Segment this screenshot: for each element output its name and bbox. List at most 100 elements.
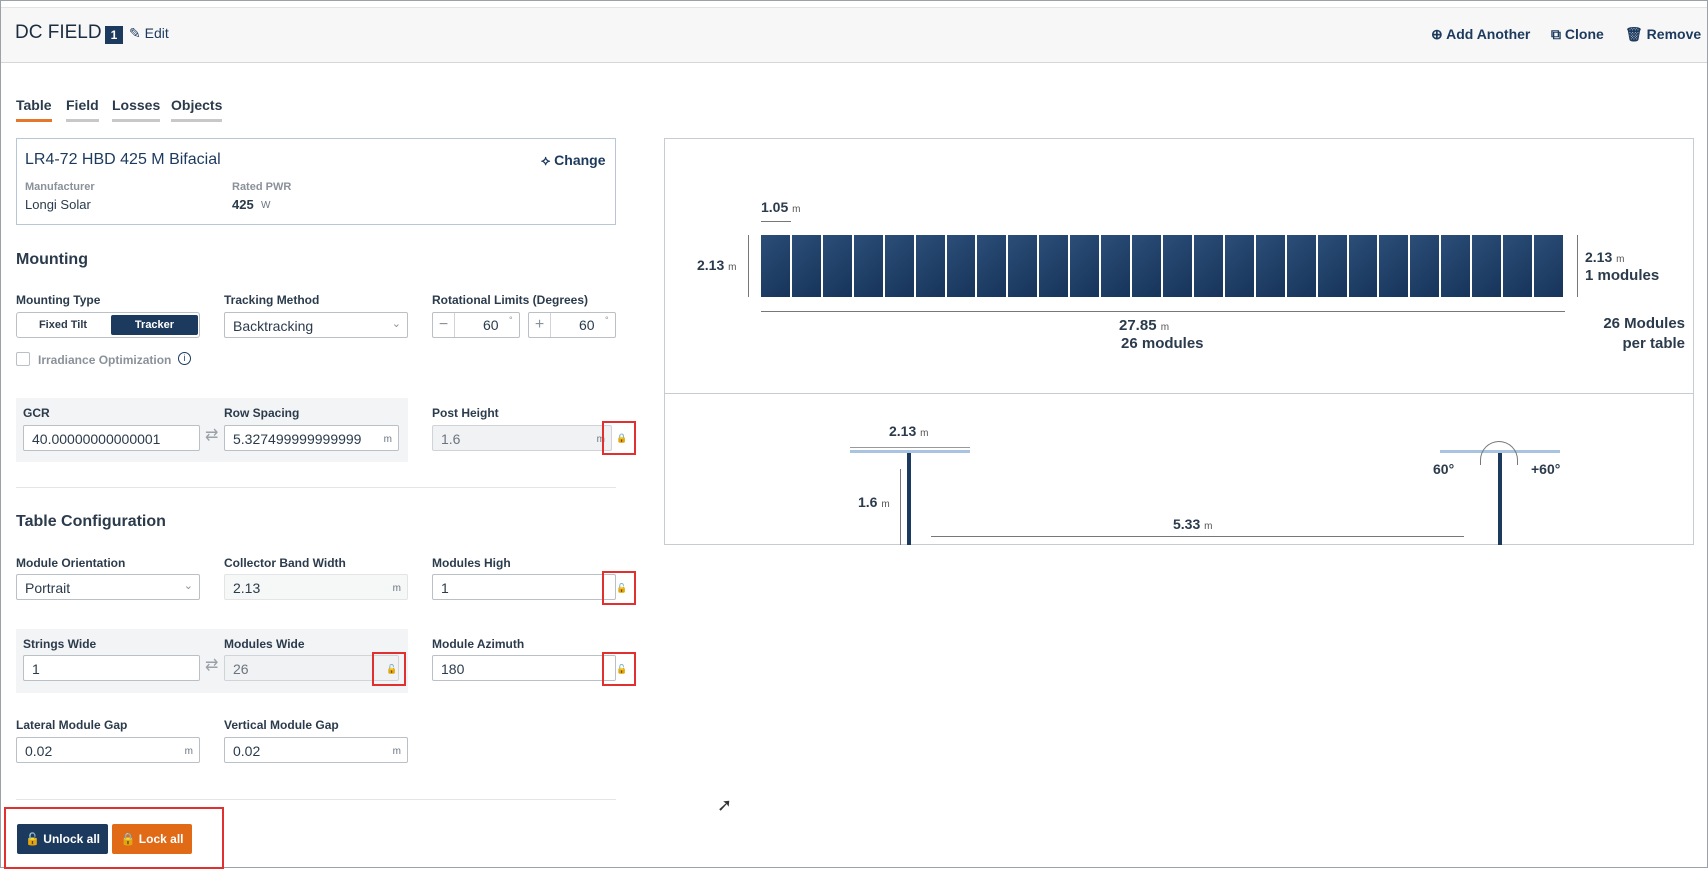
module-cell (1286, 235, 1316, 297)
module-cell (1070, 235, 1100, 297)
minus-icon[interactable]: − (433, 313, 455, 337)
irradiance-checkbox[interactable] (16, 352, 30, 366)
height-left-label: 2.13 m (697, 257, 736, 273)
info-icon[interactable]: i (178, 352, 191, 365)
module-cell (977, 235, 1007, 297)
lock-all-button[interactable]: 🔒 Lock all (112, 824, 192, 854)
swap-icon: ⟡ (541, 152, 551, 168)
tab-field[interactable]: Field (66, 97, 99, 122)
post-height-input[interactable]: 1.6 m (432, 425, 612, 451)
unlock-icon: 🔓 (616, 583, 628, 593)
length-label: 27.85 m (1119, 317, 1169, 334)
post-height-diagram-value: 1.6 (858, 494, 878, 510)
gcr-input[interactable]: 40.00000000000001 (23, 425, 200, 451)
plus-icon[interactable]: + (529, 313, 551, 337)
module-cell (791, 235, 821, 297)
module-azimuth-label: Module Azimuth (432, 637, 525, 651)
unit-m: m (881, 499, 890, 510)
collector-band-width-input: 2.13 m (224, 574, 408, 600)
add-another-button[interactable]: ⊕ Add Another (1431, 26, 1530, 43)
row-spacing-dimension (931, 536, 1464, 537)
strings-wide-label: Strings Wide (23, 637, 97, 651)
right-post (1498, 453, 1502, 545)
height-right-label: 2.13 m (1585, 249, 1624, 265)
module-cell (1193, 235, 1223, 297)
field-index-badge: 1 (105, 26, 123, 44)
modules-high-lock-button[interactable]: 🔓 (602, 571, 636, 605)
lock-all-label: Lock all (138, 832, 184, 846)
module-card: LR4-72 HBD 425 M Bifacial ⟡ Change Manuf… (16, 138, 616, 225)
unlock-all-button[interactable]: 🔓 Unlock all (17, 824, 108, 854)
modules-wide-input[interactable]: 26 (224, 655, 399, 681)
tab-objects[interactable]: Objects (171, 97, 223, 122)
fixed-tilt-option[interactable]: Fixed Tilt (38, 319, 88, 331)
module-cell (1410, 235, 1440, 297)
trash-icon: 🗑 (1625, 26, 1643, 42)
module-cell (1317, 235, 1347, 297)
post-height-lock-button[interactable]: 🔒 (602, 421, 636, 455)
side-width-label: 2.13 m (889, 423, 928, 439)
module-orientation-select[interactable]: Portrait ⌄ (16, 574, 200, 600)
unit-m: m (1160, 322, 1170, 333)
row-spacing-diagram-label: 5.33 m (1173, 516, 1212, 532)
unit-m: m (1616, 254, 1625, 265)
vertical-gap-input[interactable]: 0.02 m (224, 737, 408, 763)
length-dimension (761, 311, 1565, 312)
vertical-gap-unit: m (392, 746, 401, 757)
rot-min-stepper[interactable]: − 60 ° (432, 312, 520, 338)
tracking-method-select[interactable]: Backtracking ⌄ (224, 312, 408, 338)
module-orientation-value: Portrait (25, 580, 71, 596)
module-cell (1534, 235, 1563, 297)
rot-max-stepper[interactable]: + 60 ° (528, 312, 616, 338)
row-spacing-label: Row Spacing (224, 406, 300, 420)
degree-symbol: ° (509, 315, 513, 325)
modules-high-label: Modules High (432, 556, 511, 570)
tracker-option[interactable]: Tracker (111, 315, 198, 335)
module-row (761, 235, 1565, 297)
modules-high-input[interactable]: 1 (432, 574, 616, 600)
modules-wide-lock-button[interactable]: 🔓 (372, 652, 406, 686)
tab-table[interactable]: Table (16, 97, 52, 122)
mouse-cursor-icon: ➚ (717, 795, 733, 815)
module-azimuth-input[interactable]: 180 (432, 655, 616, 681)
irradiance-label: Irradiance Optimization (38, 353, 172, 367)
module-orientation-label: Module Orientation (16, 556, 126, 570)
post-height-value: 1.6 (441, 431, 461, 447)
module-cell (761, 235, 790, 297)
module-azimuth-lock-button[interactable]: 🔓 (602, 652, 636, 686)
side-width-dimension (850, 447, 970, 448)
edit-button[interactable]: ✎ Edit (129, 25, 169, 42)
strings-wide-input[interactable]: 1 (23, 655, 200, 681)
module-width-label: 1.05 m (761, 199, 800, 215)
vertical-gap-value: 0.02 (233, 743, 261, 759)
change-module-button[interactable]: ⟡ Change (541, 152, 606, 169)
rated-pwr-value: 425 (232, 197, 254, 212)
module-cell (1441, 235, 1471, 297)
manufacturer-label: Manufacturer (25, 181, 95, 193)
collector-band-width-label: Collector Band Width (224, 556, 346, 570)
lateral-gap-input[interactable]: 0.02 m (16, 737, 200, 763)
degree-symbol: ° (605, 315, 609, 325)
row-spacing-diagram-value: 5.33 (1173, 516, 1201, 532)
unlock-icon: 🔓 (25, 832, 40, 846)
left-module-edge (850, 450, 970, 453)
row-spacing-input[interactable]: 5.327499999999999 m (224, 425, 399, 451)
change-label: Change (554, 152, 606, 168)
module-cell (915, 235, 945, 297)
divider (16, 487, 616, 488)
rot-min-value: 60 (483, 317, 499, 333)
clone-button[interactable]: ⧉ Clone (1551, 26, 1604, 43)
divider (16, 799, 616, 800)
remove-button[interactable]: 🗑 Remove (1625, 26, 1701, 43)
module-cell (1163, 235, 1192, 297)
lateral-gap-unit: m (184, 746, 193, 757)
module-cell (822, 235, 852, 297)
post-height-dimension (900, 469, 901, 545)
tab-losses[interactable]: Losses (112, 97, 161, 122)
module-name: LR4-72 HBD 425 M Bifacial (25, 151, 221, 168)
lock-icon: 🔒 (616, 433, 628, 443)
height-left-dimension (748, 235, 749, 297)
module-cell (1503, 235, 1533, 297)
remove-label: Remove (1646, 26, 1702, 42)
